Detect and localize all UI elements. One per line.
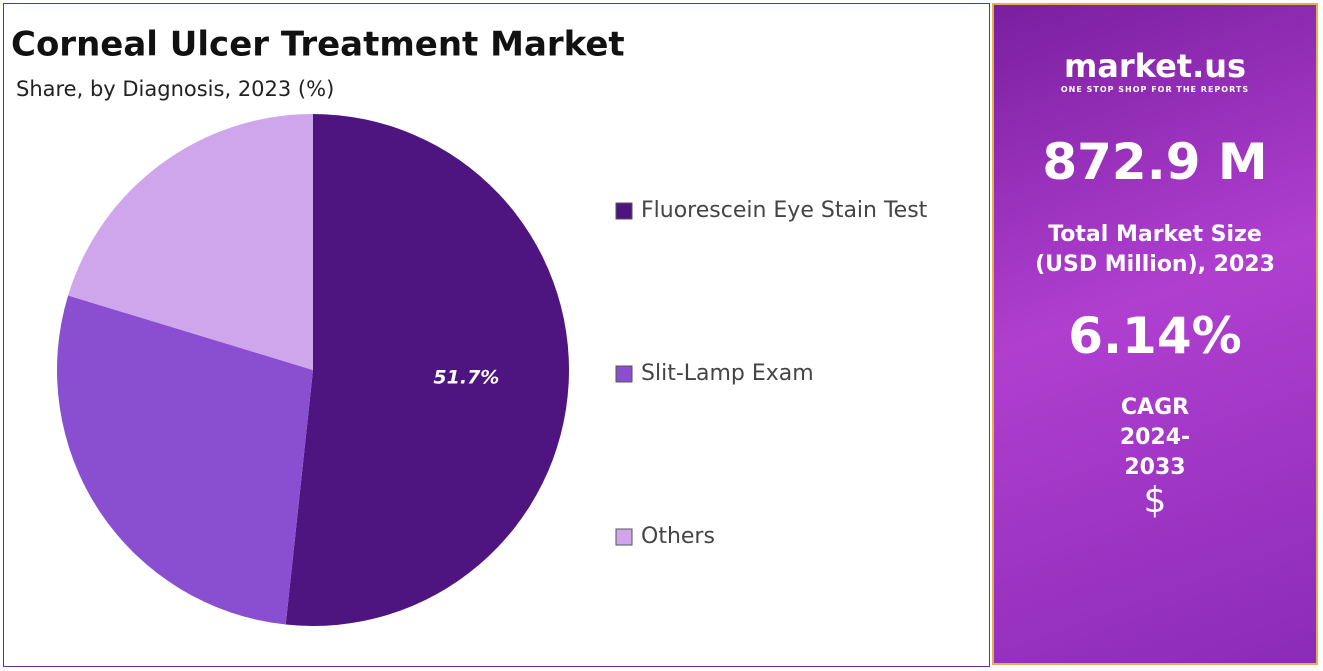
currency: $	[1143, 480, 1167, 521]
legend-label: Others	[641, 524, 715, 549]
cagr-label: CAGR 2024-2033	[1119, 395, 1191, 480]
logo: market.us	[1063, 47, 1247, 85]
chart: Corneal Ulcer Treatment Market Share, by…	[11, 25, 928, 626]
cagr: 6.14%	[1068, 307, 1242, 365]
pie-slice	[57, 295, 313, 625]
legend-swatch	[615, 528, 633, 546]
side-panel: market.us ONE STOP SHOP FOR THE REPORTS …	[992, 3, 1318, 665]
market-size: 872.9 M	[1042, 133, 1268, 191]
legend-swatch	[615, 202, 633, 220]
legend-label: Fluorescein Eye Stain Test	[641, 198, 928, 223]
chart-panel: Corneal Ulcer Treatment Market Share, by…	[3, 3, 990, 667]
data-label: 51.7%	[433, 367, 499, 389]
market-size-label: Total Market Size (USD Million), 2023	[1035, 222, 1275, 277]
legend-swatch	[615, 365, 633, 383]
pie-slice	[68, 114, 313, 370]
chart-subtitle: Share, by Diagnosis, 2023 (%)	[16, 77, 334, 101]
pie-slice	[285, 114, 569, 626]
chart-title: Corneal Ulcer Treatment Market	[11, 25, 625, 65]
legend-label: Slit-Lamp Exam	[641, 361, 814, 386]
tagline: ONE STOP SHOP FOR THE REPORTS	[1060, 85, 1250, 94]
